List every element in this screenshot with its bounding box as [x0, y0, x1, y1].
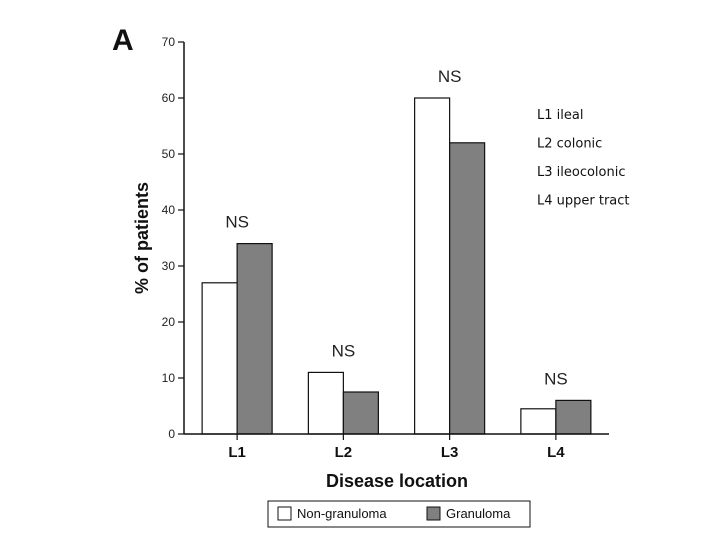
- legend-swatch-non-granuloma: [277, 506, 292, 521]
- ns-annotations: NS NS NS NS: [225, 67, 567, 388]
- x-tick-label: L3: [441, 444, 459, 461]
- y-tick-label: 10: [162, 371, 176, 385]
- panel-label: A: [112, 24, 134, 57]
- bar-l4-granuloma: [555, 399, 592, 435]
- y-tick-label: 70: [162, 35, 176, 49]
- y-tick-label: 20: [162, 315, 176, 329]
- legend-label: Granuloma: [446, 506, 511, 521]
- bar-l1-granuloma: [236, 243, 273, 435]
- y-tick-label: 0: [168, 427, 175, 441]
- legend-box: [267, 500, 531, 528]
- ns-label: NS: [225, 213, 249, 232]
- x-axis-ticks: L1 L2 L3 L4: [228, 434, 565, 461]
- bar-l2-non-granuloma: [307, 371, 344, 435]
- legend-label: Non-granuloma: [297, 506, 387, 521]
- legend: Non-granuloma Granuloma: [267, 500, 531, 528]
- ns-label: NS: [332, 341, 356, 360]
- location-notes: L1 ileal L2 colonic L3 ileocolonic L4 upper…: [537, 108, 630, 209]
- bar-l4-non-granuloma: [520, 408, 557, 435]
- x-tick-label: L1: [228, 444, 246, 461]
- ns-label: NS: [438, 67, 462, 86]
- y-tick-label: 40: [162, 203, 176, 217]
- bar-l3-non-granuloma: [414, 97, 451, 435]
- y-tick-label: 50: [162, 147, 176, 161]
- y-axis-ticks: 0 10 20 30 40 50 60 70: [162, 35, 184, 441]
- bar-l1-non-granuloma: [201, 282, 238, 435]
- legend-swatch-granuloma: [426, 506, 441, 521]
- location-note: L4 upper tract: [537, 194, 630, 209]
- bar-l3-granuloma: [449, 142, 486, 435]
- location-note: L1 ileal: [537, 108, 583, 123]
- x-axis-title: Disease location: [326, 471, 468, 491]
- ns-label: NS: [544, 369, 568, 388]
- y-tick-label: 60: [162, 91, 176, 105]
- y-tick-label: 30: [162, 259, 176, 273]
- x-tick-label: L2: [335, 444, 353, 461]
- location-note: L2 colonic: [537, 137, 602, 152]
- y-axis-title: % of patients: [132, 182, 152, 294]
- location-note: L3 ileocolonic: [537, 165, 626, 180]
- x-tick-label: L4: [547, 444, 565, 461]
- bar-l2-granuloma: [342, 391, 379, 435]
- bars: [201, 97, 592, 435]
